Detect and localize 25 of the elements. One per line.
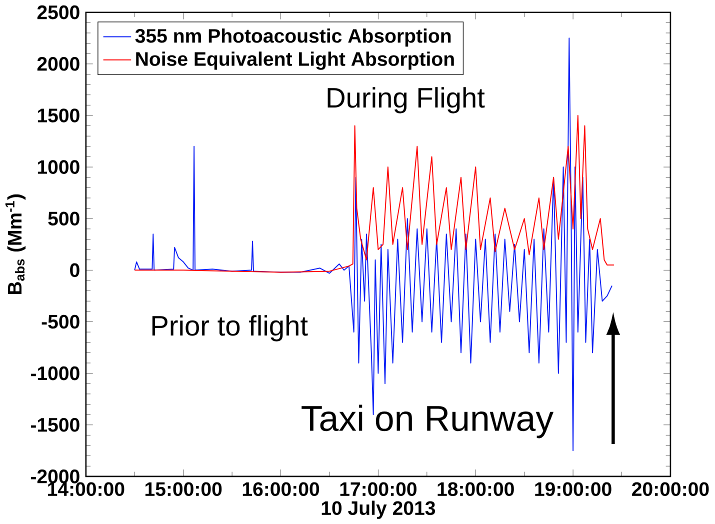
x-tick-label: 20:00:00 [632,482,709,496]
y-tick-label: 1500 [38,108,80,122]
y-tick-label: -2000 [30,469,80,484]
legend-label: Noise Equivalent Light Absorption [136,51,454,70]
legend-label: 355 nm Photoacoustic Absorption [135,28,451,47]
annotation: Taxi on Runway [302,404,554,438]
x-tick-label: 17:00:00 [340,482,416,496]
x-tick-label: 15:00:00 [145,482,222,496]
y-tick-label: 2000 [37,56,80,71]
y-tick-label: 500 [48,212,80,226]
x-tick-label: 19:00:00 [535,482,612,496]
y-tick-label: -500 [42,314,80,328]
x-tick-label: 14:00:00 [48,482,124,496]
x-tick-label: 16:00:00 [242,482,320,496]
x-axis-title: 10 July 2013 [322,500,436,519]
y-tick-label: 1000 [38,160,80,174]
line-series [134,114,614,273]
y-tick-label: -1500 [30,418,80,432]
y-axis-title: B$_{abs}$ (Mm$^{-1}$) [5,194,26,294]
y-tick-label: 0 [70,263,80,277]
annotation: During Flight [328,86,485,114]
annotation: Prior to flight [152,314,308,342]
x-tick-label: 18:00:00 [438,482,514,496]
y-tick-label: -1000 [30,366,80,380]
y-tick-label: 2500 [37,5,80,20]
